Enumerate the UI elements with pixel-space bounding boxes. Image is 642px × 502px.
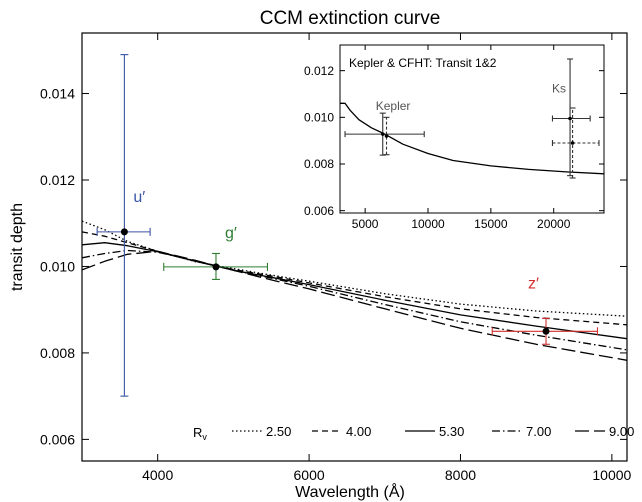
main-x-tick-label: 10000 — [592, 467, 631, 483]
y-axis-label: transit depth — [9, 203, 26, 291]
inset-point-kepler: Kepler — [344, 99, 425, 156]
data-point-marker — [570, 141, 575, 145]
inset-plot-frame — [339, 44, 605, 214]
legend: Rv 2.50 4.00 5.30 7.00 9.00 — [193, 424, 634, 442]
x-axis-label: Wavelength (Å) — [295, 482, 405, 501]
inset-axis-ticks: 5000 10000 15000 20000 0.006 0.008 0.010 0.012 — [304, 45, 604, 231]
point-label: Kepler — [376, 99, 411, 113]
main-series-7-00 — [81, 249, 628, 351]
inset-x-tick-label: 20000 — [537, 217, 571, 231]
inset-point-pt1 — [383, 116, 390, 156]
main-y-tick-label: 0.008 — [40, 345, 75, 361]
inset-x-tick-label: 5000 — [352, 217, 379, 231]
legend-title: Rv — [193, 425, 207, 442]
point-label: g′ — [225, 225, 237, 242]
inset-x-tick-label: 15000 — [474, 217, 508, 231]
main-y-tick-label: 0.010 — [40, 258, 75, 274]
main-y-tick-label: 0.006 — [40, 431, 75, 447]
data-point-marker — [568, 116, 572, 121]
inset-points-group: Kepler Ks — [344, 58, 600, 179]
main-x-tick-label: 4000 — [142, 467, 173, 483]
inset-background — [340, 45, 604, 213]
main-axis-ticks: 4000 6000 8000 10000 0.006 0.008 0.010 0.012 0.0… — [40, 33, 632, 483]
inset-y-tick-label: 0.010 — [304, 111, 334, 125]
legend-label: 7.00 — [526, 424, 551, 439]
main-y-tick-label: 0.014 — [40, 85, 75, 101]
inset-title: Kepler & CFHT: Transit 1&2 — [349, 56, 497, 70]
main-point-g: g′ — [163, 225, 269, 280]
legend-label: 2.50 — [266, 424, 291, 439]
inset-x-tick-label: 10000 — [411, 217, 445, 231]
legend-title-subscript: v — [202, 432, 207, 442]
data-point-marker — [542, 327, 550, 335]
main-x-tick-label: 8000 — [445, 467, 476, 483]
main-x-tick-label: 6000 — [294, 467, 325, 483]
data-point-marker — [380, 132, 385, 136]
point-label: z′ — [528, 275, 539, 292]
main-point-z: z′ — [491, 275, 599, 345]
main-series-4-00 — [81, 231, 628, 326]
point-label: u′ — [133, 189, 145, 206]
main-series-group — [81, 220, 628, 361]
inset-point-ks: Ks — [551, 58, 591, 177]
main-points-group: u′ g′ z′ — [96, 54, 599, 397]
main-series-9-00 — [81, 250, 628, 361]
inset-point-pt3 — [551, 107, 600, 179]
data-point-marker — [212, 263, 220, 271]
inset-series-group — [340, 102, 605, 175]
point-label: Ks — [552, 82, 566, 96]
inset-series-line — [340, 102, 605, 175]
legend-label: 4.00 — [346, 424, 371, 439]
main-series-5-30 — [81, 242, 628, 340]
inset-y-tick-label: 0.006 — [304, 204, 334, 218]
chart-title: CCM extinction curve — [260, 8, 441, 29]
data-point-marker — [120, 228, 128, 236]
legend-label: 5.30 — [439, 424, 464, 439]
main-plot-frame — [81, 32, 628, 462]
main-y-tick-label: 0.012 — [40, 172, 75, 188]
inset-y-tick-label: 0.012 — [304, 64, 334, 78]
data-point-marker — [384, 134, 389, 138]
inset-y-tick-label: 0.008 — [304, 157, 334, 171]
main-point-u: u′ — [96, 54, 151, 397]
legend-title-main: R — [193, 425, 202, 440]
legend-label: 9.00 — [609, 424, 634, 439]
